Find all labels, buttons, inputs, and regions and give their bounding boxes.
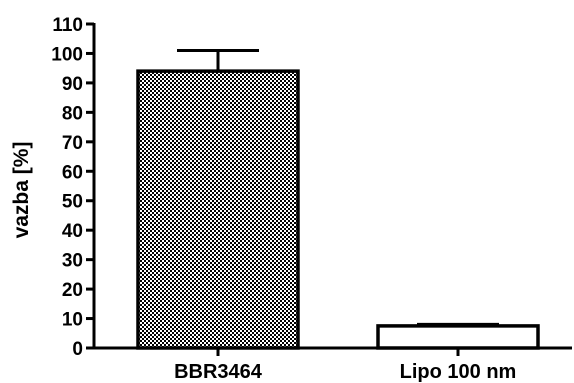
y-tick-label: 30 (62, 251, 83, 272)
y-tick-label: 110 (52, 15, 83, 36)
y-axis-title: vazba [%] (10, 142, 33, 239)
y-tick-label: 100 (51, 44, 83, 65)
y-tick-label: 60 (62, 162, 83, 183)
bar-1 (136, 69, 300, 350)
y-tick-label: 20 (62, 280, 83, 301)
y-tick-label: 40 (62, 221, 83, 242)
y-tick-label: 70 (62, 133, 83, 154)
y-tick-label: 10 (62, 310, 83, 331)
bar-2 (376, 324, 540, 350)
y-tick-label: 50 (62, 192, 83, 213)
y-tick-label: 0 (72, 339, 83, 360)
y-tick-label: 90 (62, 74, 83, 95)
plot-area: 0 10 20 30 40 50 60 70 80 90 100 110 BBR3464 Lipo 100… (51, 15, 572, 383)
category-label-2: Lipo 100 nm (400, 361, 517, 383)
y-tick-label: 80 (62, 103, 83, 124)
category-label-1: BBR3464 (174, 361, 263, 383)
